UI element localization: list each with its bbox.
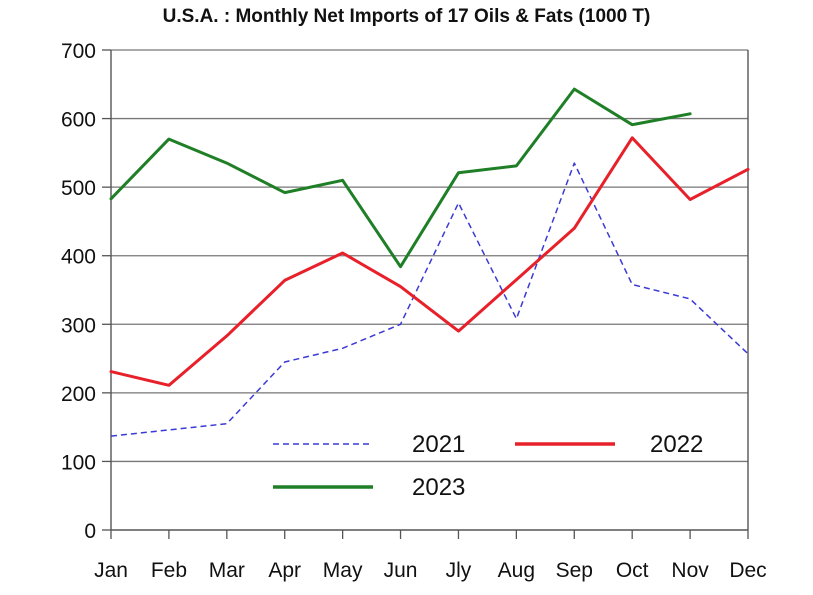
x-tick-labels: Jan Feb Mar Apr May Jun Jly Aug Sep Oct Nov Dec bbox=[94, 559, 767, 582]
x-tick-label: May bbox=[323, 559, 363, 582]
y-tick-label: 500 bbox=[61, 177, 96, 200]
x-tick-label: Jun bbox=[384, 559, 418, 582]
x-tick-label: Apr bbox=[268, 559, 301, 582]
series-line-2023 bbox=[109, 87, 692, 269]
y-tick-label: 400 bbox=[61, 246, 96, 269]
legend-label-2021: 2021 bbox=[412, 431, 465, 458]
grid-lines bbox=[111, 49, 748, 463]
y-tick-label: 600 bbox=[61, 109, 96, 132]
x-tick-label: Oct bbox=[616, 559, 649, 582]
x-tick-label: Aug bbox=[498, 559, 535, 582]
legend-label-2023: 2023 bbox=[412, 474, 465, 501]
chart-title: U.S.A. : Monthly Net Imports of 17 Oils … bbox=[162, 6, 651, 27]
y-tick-label: 300 bbox=[61, 314, 96, 337]
series-lines bbox=[109, 87, 750, 437]
x-tick-label: Dec bbox=[729, 559, 766, 582]
series-line-2021 bbox=[110, 162, 749, 437]
x-tick-label: Sep bbox=[556, 559, 593, 582]
x-tick-label: Mar bbox=[209, 559, 245, 582]
y-tick-label: 100 bbox=[61, 451, 96, 474]
y-tick-label: 200 bbox=[61, 383, 96, 406]
x-tick-label: Nov bbox=[671, 559, 709, 582]
x-tick-label: Jly bbox=[446, 559, 472, 582]
axes bbox=[102, 49, 749, 539]
y-tick-labels: 0 100 200 300 400 500 600 700 bbox=[61, 40, 96, 543]
y-tick-label: 0 bbox=[84, 520, 96, 543]
legend: 2021 2022 2023 bbox=[273, 431, 703, 501]
series-line-2022 bbox=[109, 136, 750, 387]
x-tick-label: Feb bbox=[151, 559, 187, 582]
legend-label-2022: 2022 bbox=[650, 431, 703, 458]
y-tick-label: 700 bbox=[61, 40, 96, 63]
x-tick-label: Jan bbox=[94, 559, 128, 582]
